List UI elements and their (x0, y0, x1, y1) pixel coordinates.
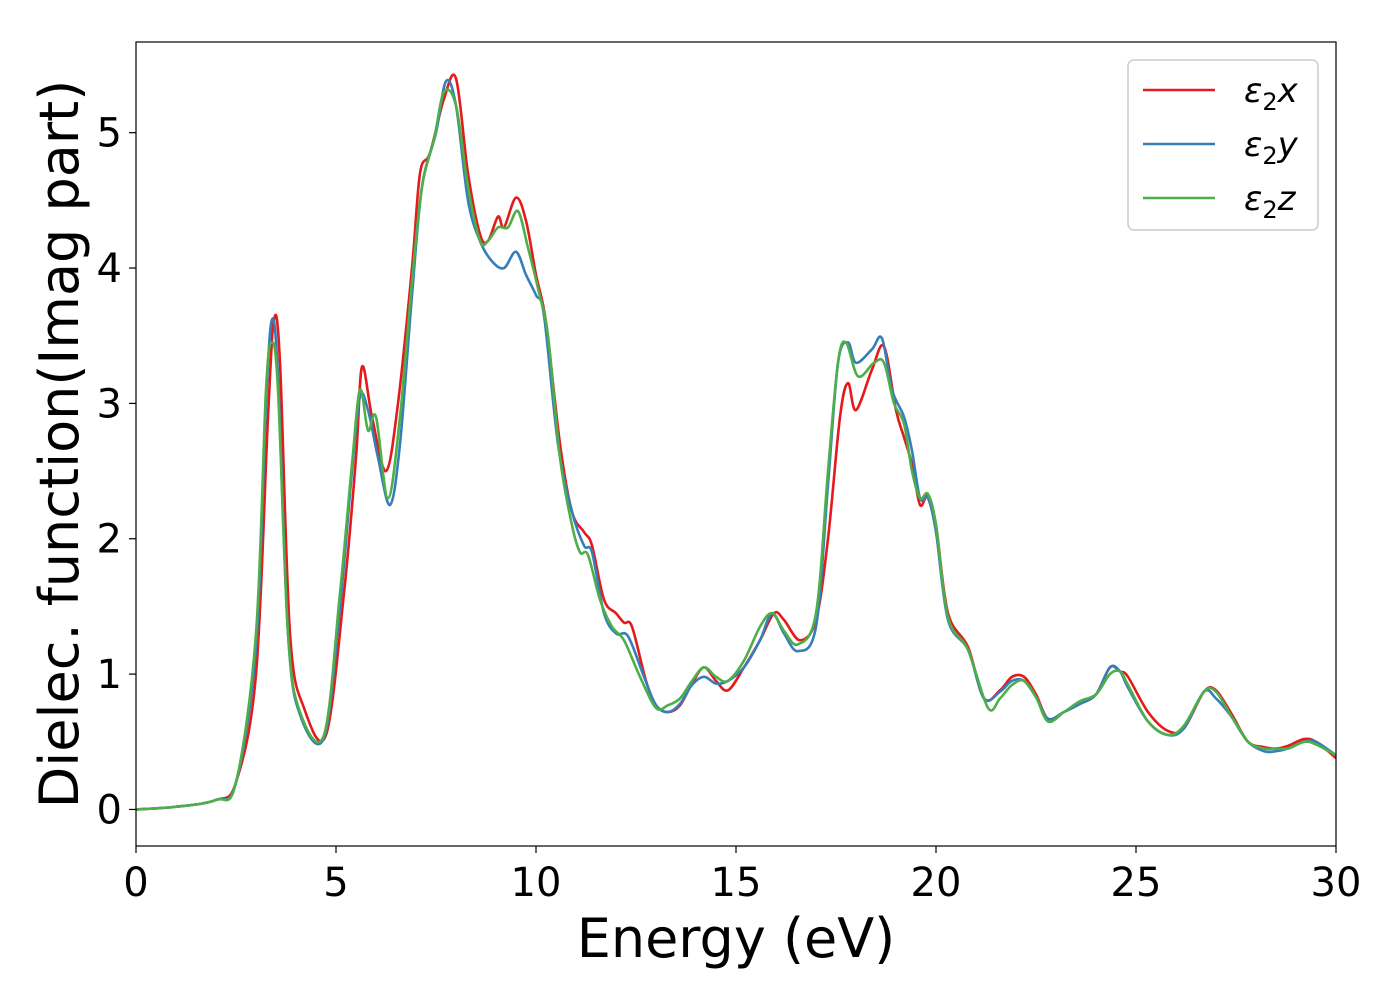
x-tick-label: 5 (323, 860, 348, 906)
y-tick-label: 5 (97, 111, 122, 157)
legend-label-eps2z: ε2z (1244, 179, 1297, 224)
legend: ε2x ε2y ε2z (1127, 59, 1319, 231)
x-axis-title: Energy (eV) (577, 907, 896, 970)
x-tick-label: 20 (911, 860, 962, 906)
y-tick-label: 3 (97, 381, 122, 427)
x-tick-label: 25 (1111, 860, 1162, 906)
series-line-eps2z (136, 88, 1336, 811)
legend-label-eps2x: ε2x (1244, 71, 1299, 116)
x-tick-label: 15 (711, 860, 762, 906)
x-tick-label: 30 (1311, 860, 1362, 906)
y-tick-label: 0 (97, 787, 122, 833)
y-tick-label: 2 (97, 517, 122, 563)
legend-box (1127, 59, 1319, 231)
x-tick-label: 0 (123, 860, 148, 906)
y-axis-ticks: 0 1 2 3 4 5 (97, 111, 136, 833)
y-tick-label: 4 (97, 246, 122, 292)
y-axis-title: Dielec. function(Imag part) (28, 80, 91, 809)
series-layer (136, 73, 1336, 811)
x-tick-label: 10 (511, 860, 562, 906)
y-tick-label: 1 (97, 652, 122, 698)
x-axis-ticks: 0 5 10 15 20 25 30 (123, 846, 1361, 906)
legend-label-eps2y: ε2y (1244, 125, 1299, 170)
